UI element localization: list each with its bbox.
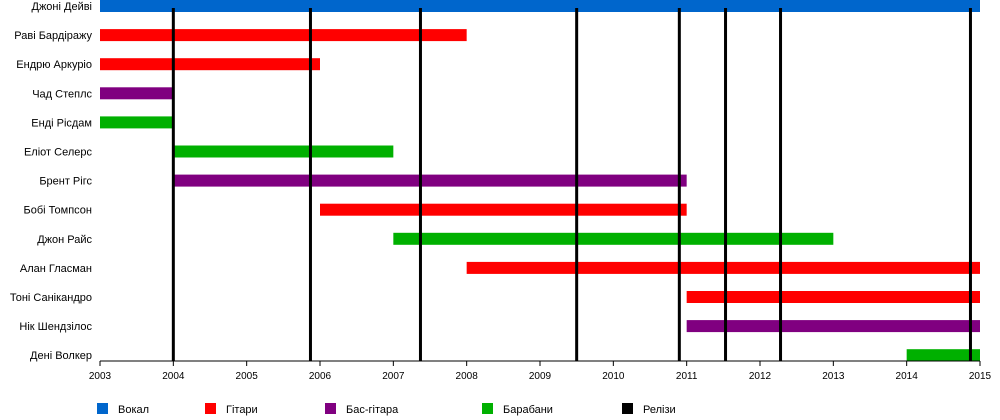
- member-bar: [906, 349, 980, 362]
- member-bar: [320, 203, 687, 216]
- member-label: Бобі Томпсон: [24, 205, 92, 217]
- legend-label-drums: Барабани: [503, 404, 553, 416]
- member-label: Тоні Санікандро: [10, 292, 92, 304]
- legend-label-guitar: Гітари: [226, 404, 258, 416]
- x-tick-label: 2006: [309, 371, 332, 382]
- release-lines: [171, 8, 972, 361]
- member-bar: [100, 116, 174, 129]
- member-label: Джоні Дейві: [32, 1, 93, 13]
- member-label: Ендрю Аркуріо: [16, 59, 92, 71]
- legend-label-bass: Бас-гітара: [346, 404, 399, 416]
- member-bar: [100, 58, 320, 71]
- x-tick-label: 2011: [676, 371, 698, 382]
- x-tick-label: 2009: [529, 371, 552, 382]
- member-label: Нік Шендзілос: [19, 321, 92, 333]
- member-labels: Джоні Дейві Раві Бардіражу Ендрю Аркуріо Ча…: [10, 1, 93, 362]
- member-bar: [393, 232, 834, 245]
- member-bar: [100, 0, 980, 12]
- member-label: Джон Райс: [37, 234, 92, 246]
- member-bar: [466, 261, 981, 274]
- member-label: Еліот Селерс: [24, 147, 93, 159]
- member-bar: [686, 320, 980, 333]
- legend: Вокал Гітари Бас-гітара Барабани Релізи: [97, 403, 676, 416]
- member-label: Брент Рігс: [39, 176, 92, 188]
- legend-swatch-guitar: [205, 403, 216, 414]
- member-bar: [100, 87, 174, 100]
- x-tick-label: 2010: [602, 371, 625, 382]
- x-tick-label: 2014: [896, 371, 919, 382]
- member-bar: [686, 291, 980, 303]
- x-tick-label: 2005: [236, 371, 259, 382]
- legend-label-releases: Релізи: [643, 404, 676, 416]
- member-bars: [100, 0, 981, 362]
- x-tick-label: 2004: [162, 371, 185, 382]
- member-label: Раві Бардіражу: [14, 30, 92, 42]
- member-label: Енді Рісдам: [31, 117, 92, 129]
- x-tick-label: 2008: [456, 371, 479, 382]
- member-bar: [173, 174, 687, 187]
- member-label: Чад Степлс: [32, 88, 92, 100]
- member-bar: [173, 145, 394, 158]
- x-tick-label: 2003: [89, 371, 112, 382]
- legend-label-vocal: Вокал: [118, 404, 149, 416]
- member-label: Алан Гласман: [20, 263, 92, 275]
- legend-swatch-drums: [482, 403, 493, 414]
- x-tick-label: 2013: [822, 371, 845, 382]
- x-tick-label: 2012: [749, 371, 772, 382]
- x-axis: 2003 2004 2005 2006 2007 2008 2009 2010 2011 2012…: [89, 360, 992, 382]
- x-tick-label: 2007: [382, 371, 405, 382]
- legend-swatch-bass: [325, 403, 336, 414]
- legend-swatch-vocal: [97, 403, 108, 414]
- legend-swatch-releases: [622, 403, 633, 414]
- member-label: Дені Волкер: [30, 350, 92, 362]
- x-tick-label: 2015: [969, 371, 992, 382]
- member-bar: [100, 29, 467, 42]
